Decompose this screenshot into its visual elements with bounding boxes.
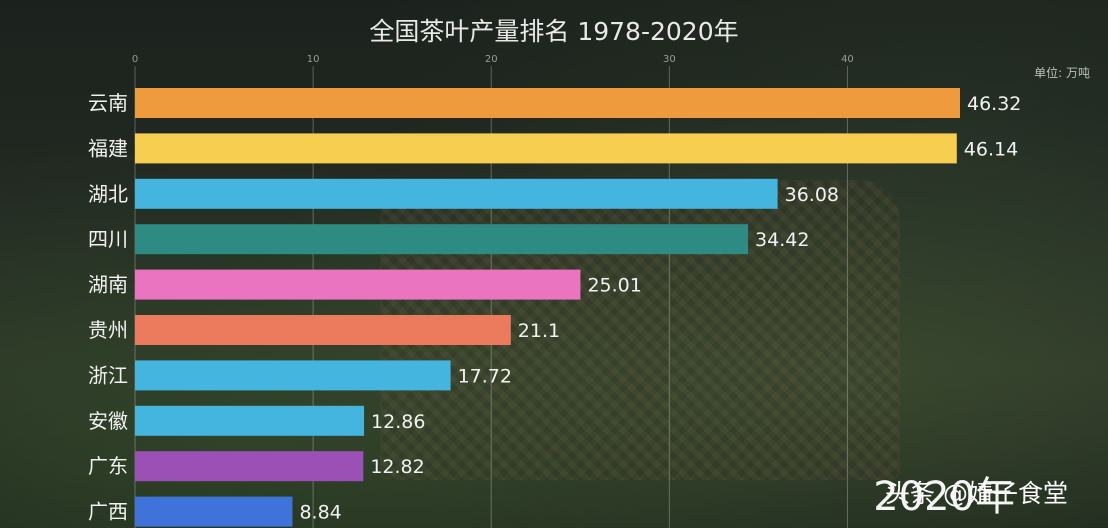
value-label: 21.1 (518, 320, 560, 342)
value-label: 25.01 (587, 275, 641, 297)
value-label: 46.32 (967, 93, 1021, 115)
category-label: 福建 (88, 136, 128, 160)
category-label: 湖北 (88, 182, 128, 206)
year-label: 2020年 (873, 474, 1015, 520)
bar (135, 224, 749, 255)
value-label: 34.42 (755, 229, 809, 251)
category-label: 湖南 (88, 273, 128, 297)
value-label: 8.84 (299, 502, 341, 524)
bar (135, 451, 364, 482)
bar (135, 405, 365, 436)
value-label: 17.72 (458, 365, 512, 387)
value-label: 46.14 (964, 138, 1018, 160)
bar (135, 269, 581, 300)
x-tick-label: 30 (663, 54, 676, 65)
bar (135, 496, 293, 527)
bar (135, 315, 511, 345)
value-label: 12.82 (370, 456, 424, 478)
chart-title: 全国茶叶产量排名 1978-2020年 (369, 17, 738, 46)
category-label: 贵州 (88, 318, 128, 342)
bar (135, 133, 957, 164)
category-label: 安徽 (88, 409, 128, 433)
category-label: 四川 (88, 227, 128, 251)
x-tick-label: 10 (307, 54, 320, 65)
category-label: 云南 (88, 91, 128, 115)
bar (135, 88, 960, 118)
x-tick-label: 20 (485, 54, 498, 65)
value-label: 12.86 (371, 411, 425, 433)
category-label: 广西 (88, 500, 128, 524)
bar (135, 178, 778, 209)
category-label: 浙江 (88, 363, 128, 387)
x-tick-label: 40 (841, 54, 854, 65)
category-label: 广东 (88, 454, 128, 478)
watermark: 头条 @婧子食堂 (885, 479, 1068, 508)
bar (135, 360, 451, 391)
unit-label: 单位: 万吨 (1034, 65, 1090, 80)
x-tick-label: 0 (132, 54, 138, 65)
value-label: 36.08 (785, 184, 839, 206)
